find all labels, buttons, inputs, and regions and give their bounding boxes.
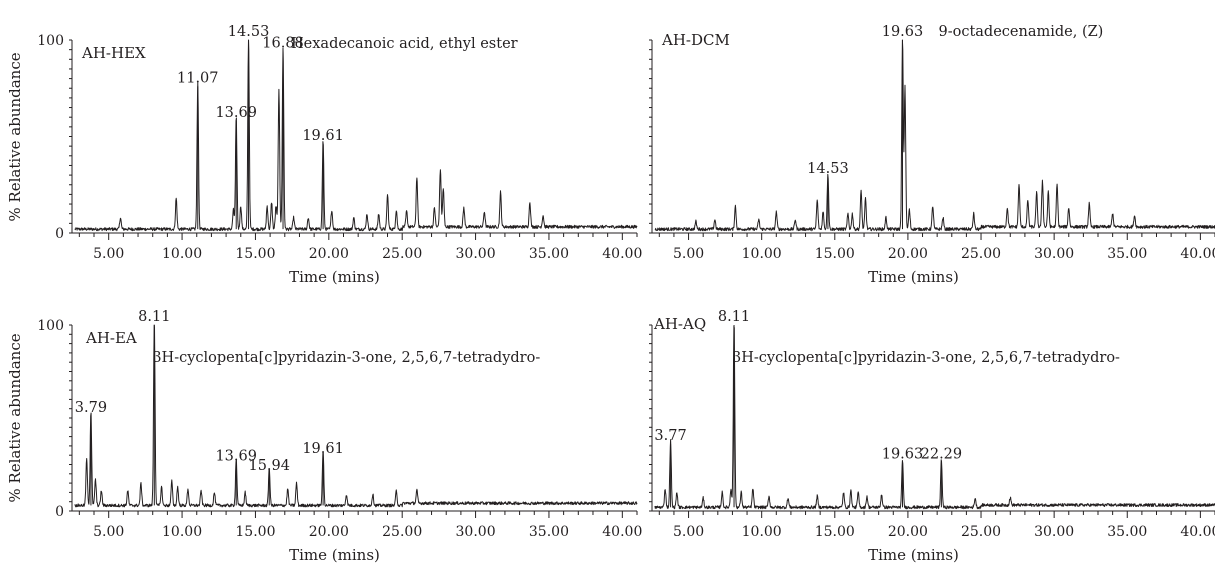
y-tick-label: 0 [55,226,64,242]
compound-annotation: 3H-cyclopenta[c]pyridazin-3-one, 2,5,6,7… [152,350,540,366]
x-tick-label: 30.00 [456,246,496,262]
x-tick-label: 40.00 [1180,246,1215,262]
x-tick-label: 5.00 [93,246,124,262]
compound-annotation: 3H-cyclopenta[c]pyridazin-3-one, 2,5,6,7… [732,350,1120,366]
x-tick-label: 40.00 [602,524,642,540]
x-axis-title: Time (mins) [289,546,380,564]
sample-label: AH-AQ [653,315,706,333]
chromatogram-trace [74,39,638,232]
x-tick-label: 15.00 [235,524,275,540]
chromatogram-trace [654,39,1215,232]
peak-label: 22.29 [921,447,963,463]
x-tick-label: 35.00 [529,246,569,262]
x-tick-label: 10.00 [742,524,782,540]
y-tick-label: 100 [37,318,64,334]
sample-label: AH-EA [85,329,137,347]
x-tick-label: 5.00 [673,246,704,262]
x-tick-label: 25.00 [382,524,422,540]
peak-label: 3.77 [654,428,686,444]
peak-label: 13.69 [215,105,257,121]
x-tick-label: 10.00 [162,524,202,540]
y-tick-label: 100 [37,33,64,49]
peak-label: 19.61 [302,441,344,457]
compound-annotation: 9-octadecenamide, (Z) [938,24,1103,40]
sample-label: AH-HEX [81,44,146,62]
x-tick-label: 20.00 [888,246,928,262]
chromatogram-panel-ah-aq: 5.00 10.00 15.00 20.00 25.00 30.00 35.00 40.00 T… [649,309,1215,564]
peak-label: 19.63 [882,447,924,463]
x-axis-title: Time (mins) [289,268,380,286]
x-tick-label: 20.00 [309,246,349,262]
x-tick-label: 25.00 [961,246,1001,262]
peak-label: 3.79 [75,400,107,416]
x-tick-label: 20.00 [888,524,928,540]
x-tick-label: 10.00 [742,246,782,262]
x-tick-label: 5.00 [673,524,704,540]
peak-label: 8.11 [718,309,750,325]
x-tick-label: 30.00 [1034,246,1074,262]
peak-label: 19.63 [882,24,924,40]
peak-label: 13.69 [215,449,257,465]
peak-label: 8.11 [138,309,170,325]
peak-label: 19.61 [302,128,344,144]
peak-label: 14.53 [228,24,270,40]
x-axis-title: Time (mins) [868,546,959,564]
peak-label: 16.88 [262,36,304,52]
x-tick-label: 40.00 [602,246,642,262]
chromatogram-panel-ah-ea: 5.00 10.00 15.00 20.00 25.00 30.00 35.00 40.00 0… [6,309,642,564]
x-axis-title: Time (mins) [868,268,959,286]
x-tick-label: 20.00 [309,524,349,540]
peak-label: 11.07 [177,70,219,86]
x-tick-label: 10.00 [162,246,202,262]
x-tick-label: 30.00 [1034,524,1074,540]
x-tick-label: 15.00 [815,246,855,262]
x-tick-label: 25.00 [961,524,1001,540]
x-tick-label: 5.00 [93,524,124,540]
x-tick-label: 35.00 [1107,524,1147,540]
y-axis-title: % Relative abundance [6,52,24,221]
x-tick-label: 30.00 [456,524,496,540]
x-tick-label: 15.00 [815,524,855,540]
sample-label: AH-DCM [661,31,730,49]
chromatogram-panel-ah-dcm: 5.00 10.00 15.00 20.00 25.00 30.00 35.00 40.00 T… [649,24,1215,286]
x-tick-label: 40.00 [1180,524,1215,540]
chromatogram-trace [654,325,1215,510]
y-tick-label: 0 [55,504,64,520]
x-tick-label: 35.00 [529,524,569,540]
compound-annotation: Hexadecanoic acid, ethyl ester [291,36,518,52]
peak-label: 15.94 [248,458,290,474]
chromatogram-trace [74,324,638,508]
peak-label: 14.53 [807,161,849,177]
x-tick-label: 15.00 [235,246,275,262]
x-tick-label: 35.00 [1107,246,1147,262]
chromatogram-panel-ah-hex: 5.00 10.00 15.00 20.00 25.00 30.00 35.00 40.00 0… [6,24,642,286]
y-axis-title: % Relative abundance [6,333,24,502]
x-tick-label: 25.00 [382,246,422,262]
